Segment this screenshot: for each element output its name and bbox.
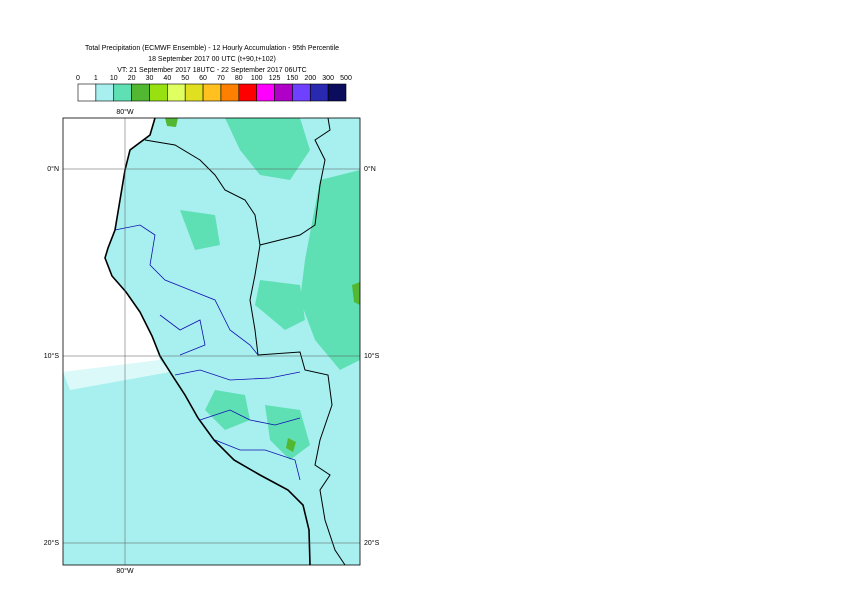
legend-swatch	[292, 83, 311, 102]
coastline	[104, 117, 311, 566]
legend-label: 500	[340, 75, 352, 82]
dry-ocean	[63, 360, 170, 390]
legend-swatch	[167, 83, 186, 102]
legend: 0 1 10 20 30 40 50 60 70 80 100 125 150 200 300 500	[76, 75, 352, 102]
legend-label: 200	[304, 75, 316, 82]
legend-label: 30	[146, 75, 154, 82]
legend-swatch	[256, 83, 275, 102]
legend-swatch	[220, 83, 240, 102]
legend-swatch	[274, 83, 293, 102]
lat-label: 0°N	[47, 165, 59, 173]
lat-label: 10°S	[44, 352, 60, 360]
legend-swatch	[131, 83, 150, 102]
wet-areas	[180, 118, 360, 460]
legend-label: 0	[76, 75, 80, 82]
lat-label: 20°S	[364, 539, 380, 547]
legend-swatch	[149, 83, 168, 102]
legend-swatch	[77, 83, 97, 102]
legend-label: 70	[217, 75, 225, 82]
legend-swatch	[327, 83, 347, 102]
legend-label: 150	[287, 75, 299, 82]
title: Total Precipitation (ECMWF Ensemble) - 1…	[85, 45, 339, 52]
legend-label: 125	[269, 75, 281, 82]
map	[62, 117, 361, 566]
lat-label: 20°S	[44, 539, 60, 547]
lat-label: 10°S	[364, 352, 380, 360]
map-frame	[62, 117, 361, 566]
lon-label: 80°W	[116, 108, 134, 116]
legend-swatch	[184, 83, 204, 102]
legend-swatch	[238, 83, 257, 102]
legend-swatch	[95, 83, 115, 102]
lon-label: 80°W	[116, 567, 134, 575]
valid-time: VT: 21 September 2017 18UTC - 22 Septemb…	[117, 67, 307, 74]
legend-label: 300	[322, 75, 334, 82]
base-time: 18 September 2017 00 UTC (t+90,t+102)	[148, 56, 276, 63]
lat-label: 0°N	[364, 165, 376, 173]
legend-swatch	[309, 83, 329, 102]
legend-label: 20	[128, 75, 136, 82]
legend-label: 100	[251, 75, 263, 82]
legend-label: 40	[163, 75, 171, 82]
legend-swatch	[113, 83, 132, 102]
legend-swatch	[202, 83, 222, 102]
border	[249, 244, 346, 566]
admin-boundaries	[114, 224, 301, 481]
legend-label: 80	[235, 75, 243, 82]
legend-label: 1	[94, 75, 98, 82]
legend-label: 60	[199, 75, 207, 82]
dry-ocean	[63, 118, 160, 372]
legend-label: 10	[110, 75, 118, 82]
legend-label: 50	[181, 75, 189, 82]
